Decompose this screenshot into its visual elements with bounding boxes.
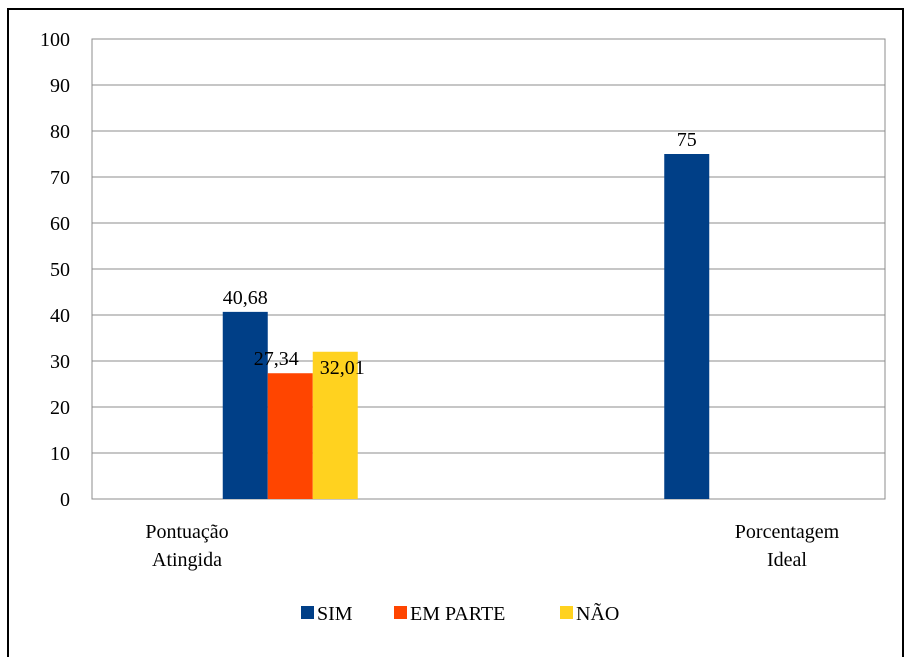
bar-sim [664, 154, 710, 499]
chart-frame [7, 8, 904, 657]
y-tick-label: 0 [60, 489, 70, 511]
bars [222, 154, 710, 499]
y-axis-ticks: 0 10 20 30 40 50 60 70 80 90 100 [40, 29, 70, 511]
data-label: 75 [677, 129, 697, 151]
legend-swatch-n-o [560, 606, 573, 619]
y-tick-label: 40 [50, 305, 70, 327]
y-tick-label: 20 [50, 397, 70, 419]
data-label: 40,68 [223, 287, 268, 309]
data-label: 27,34 [254, 348, 299, 370]
y-tick-label: 10 [50, 443, 70, 465]
gridlines [91, 38, 886, 500]
data-label: 32,01 [320, 357, 365, 379]
legend-label-sim: SIM [317, 603, 353, 625]
y-tick-label: 60 [50, 213, 70, 235]
y-tick-label: 30 [50, 351, 70, 373]
data-labels: 40,68 27,34 32,01 75 [223, 129, 697, 379]
y-tick-label: 100 [40, 29, 70, 51]
y-tick-label: 70 [50, 167, 70, 189]
y-tick-label: 90 [50, 75, 70, 97]
bar-n-o [312, 351, 358, 499]
legend-label-n-o: NÃO [576, 601, 619, 625]
legend-swatch-em-parte [394, 606, 407, 619]
x-category-label: Porcentagem [735, 521, 840, 543]
x-category-label: Ideal [767, 549, 807, 571]
legend-label-em-parte: EM PARTE [410, 603, 505, 625]
x-axis-categories: Pontuação Atingida Porcentagem Ideal [145, 521, 839, 571]
x-category-label: Pontuação [145, 521, 228, 543]
plot-area-border [91, 38, 886, 500]
legend: SIM EM PARTE NÃO [301, 601, 619, 625]
bar-em-parte [267, 373, 313, 499]
y-tick-label: 50 [50, 259, 70, 281]
x-category-label: Atingida [152, 549, 222, 571]
legend-swatch-sim [301, 606, 314, 619]
bar-sim [222, 311, 268, 499]
y-tick-label: 80 [50, 121, 70, 143]
